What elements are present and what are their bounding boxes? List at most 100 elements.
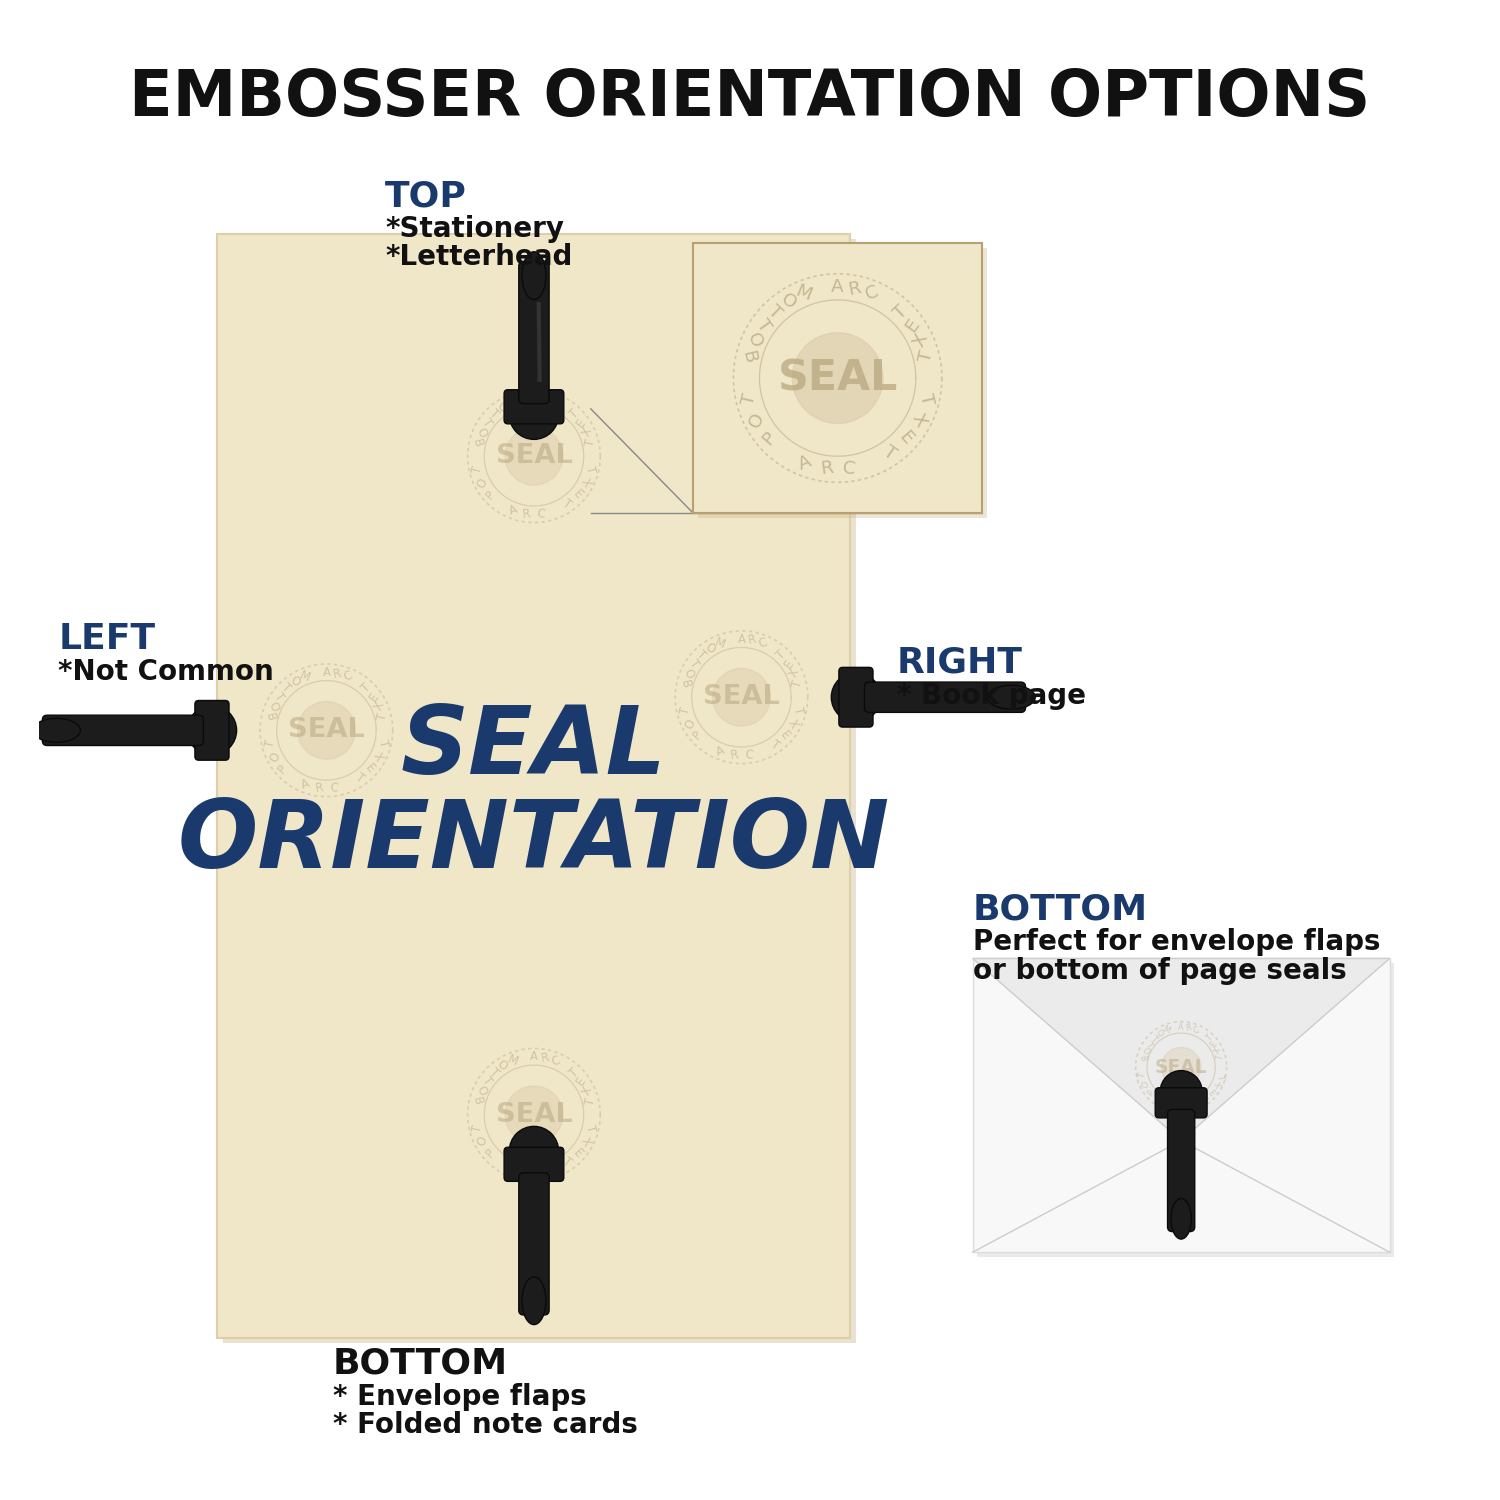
Text: M: M <box>506 1053 519 1070</box>
Text: E: E <box>366 690 381 703</box>
Text: T: T <box>694 648 708 663</box>
FancyBboxPatch shape <box>1155 1088 1208 1118</box>
Text: T: T <box>584 465 597 476</box>
Text: R: R <box>540 1050 550 1065</box>
Text: T: T <box>916 350 936 364</box>
FancyBboxPatch shape <box>519 261 549 404</box>
Text: A: A <box>322 666 330 680</box>
Text: O: O <box>744 330 766 351</box>
Text: B: B <box>471 1096 484 1107</box>
FancyBboxPatch shape <box>978 963 1395 1257</box>
Text: B: B <box>740 348 759 364</box>
Text: A: A <box>507 1161 519 1176</box>
Text: O: O <box>682 717 698 730</box>
FancyBboxPatch shape <box>1167 1110 1194 1232</box>
Text: T: T <box>567 406 580 422</box>
Text: P: P <box>1146 1089 1156 1098</box>
Text: TOP: TOP <box>386 180 466 213</box>
Text: X: X <box>786 717 801 730</box>
Text: O: O <box>474 1134 490 1149</box>
Circle shape <box>712 669 771 726</box>
Text: LEFT: LEFT <box>58 622 156 656</box>
Text: P: P <box>483 1146 498 1160</box>
Text: A: A <box>831 278 844 296</box>
FancyBboxPatch shape <box>972 958 1389 1252</box>
Text: X: X <box>578 477 592 489</box>
Text: B: B <box>1137 1054 1148 1062</box>
Text: or bottom of page seals: or bottom of page seals <box>972 957 1347 984</box>
Text: SEAL: SEAL <box>777 357 898 399</box>
Text: O: O <box>266 699 282 712</box>
Text: EMBOSSER ORIENTATION OPTIONS: EMBOSSER ORIENTATION OPTIONS <box>129 68 1371 129</box>
Text: O: O <box>681 666 696 680</box>
Text: T: T <box>584 1096 597 1107</box>
Text: * Envelope flaps: * Envelope flaps <box>333 1383 586 1411</box>
Text: SEAL: SEAL <box>495 1102 573 1128</box>
Text: O: O <box>495 1058 510 1074</box>
Circle shape <box>1160 1071 1202 1113</box>
Text: E: E <box>778 729 792 742</box>
Text: E: E <box>570 1146 585 1160</box>
Text: O: O <box>474 426 489 439</box>
Text: T: T <box>488 1065 501 1080</box>
Text: B: B <box>678 678 693 688</box>
Text: T: T <box>471 1124 484 1134</box>
Text: * Folded note cards: * Folded note cards <box>333 1412 638 1440</box>
Ellipse shape <box>33 718 81 742</box>
FancyBboxPatch shape <box>217 234 850 1338</box>
Text: SEAL: SEAL <box>704 684 780 709</box>
Text: RIGHT: RIGHT <box>897 646 1023 680</box>
Text: A: A <box>507 503 519 518</box>
Circle shape <box>188 705 237 754</box>
Text: BOTTOM: BOTTOM <box>972 892 1148 926</box>
Text: X: X <box>372 700 387 712</box>
Text: O: O <box>474 1084 489 1098</box>
FancyBboxPatch shape <box>864 682 1026 712</box>
Text: SEAL: SEAL <box>288 717 364 744</box>
Text: T: T <box>584 438 597 447</box>
FancyBboxPatch shape <box>519 1173 549 1316</box>
Text: T: T <box>916 392 936 406</box>
Text: T: T <box>1215 1054 1225 1060</box>
Text: A: A <box>1179 1023 1184 1032</box>
Circle shape <box>831 672 880 722</box>
Text: R: R <box>847 279 862 298</box>
Polygon shape <box>972 958 1389 1140</box>
Text: T: T <box>480 1074 494 1088</box>
FancyBboxPatch shape <box>693 243 982 513</box>
Text: O: O <box>1155 1028 1164 1039</box>
Circle shape <box>510 1126 558 1176</box>
Text: BOTTOM: BOTTOM <box>333 1347 508 1382</box>
Text: SEAL: SEAL <box>400 702 668 794</box>
FancyBboxPatch shape <box>504 1148 564 1182</box>
Text: C: C <box>758 636 770 651</box>
Text: T: T <box>262 740 278 748</box>
Text: C: C <box>328 782 339 795</box>
Circle shape <box>506 427 562 484</box>
FancyBboxPatch shape <box>698 248 987 518</box>
Text: X: X <box>370 750 386 764</box>
Text: C: C <box>549 394 561 410</box>
Text: Perfect for envelope flaps: Perfect for envelope flaps <box>972 928 1380 956</box>
Text: T: T <box>272 690 286 703</box>
Text: T: T <box>1149 1034 1158 1044</box>
Text: X: X <box>578 1136 592 1148</box>
Text: P: P <box>690 729 705 742</box>
Text: T: T <box>375 712 390 722</box>
Text: E: E <box>1209 1040 1218 1048</box>
Text: X: X <box>1210 1082 1221 1090</box>
Text: O: O <box>267 750 284 764</box>
Text: M: M <box>794 282 814 304</box>
FancyBboxPatch shape <box>504 390 564 424</box>
Text: C: C <box>842 459 856 478</box>
Text: T: T <box>1215 1072 1225 1080</box>
Text: *Letterhead: *Letterhead <box>386 243 573 272</box>
Ellipse shape <box>1172 1198 1191 1239</box>
Text: C: C <box>862 282 880 304</box>
Text: O: O <box>1140 1080 1152 1090</box>
Text: R: R <box>819 459 834 478</box>
Text: R: R <box>747 633 758 648</box>
Text: T: T <box>740 392 759 406</box>
FancyBboxPatch shape <box>839 668 873 728</box>
FancyBboxPatch shape <box>195 700 230 760</box>
